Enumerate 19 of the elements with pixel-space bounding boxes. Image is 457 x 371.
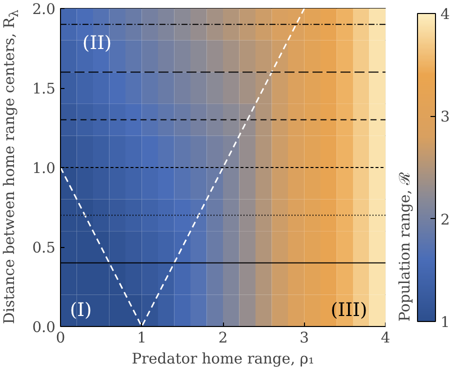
x-tick-label: 3 <box>300 330 309 346</box>
y-tick-label: 2.0 <box>32 1 56 18</box>
y-tick-label: 0.0 <box>32 319 56 336</box>
color-bar-label: 2 <box>440 211 450 228</box>
y-tick-label: 1.0 <box>32 160 56 177</box>
annotation: (II) <box>82 32 112 54</box>
annotation: (III) <box>330 300 368 322</box>
color-bar-label: 3 <box>440 108 450 126</box>
x-tick-label: 0 <box>56 330 66 346</box>
x-tick-label: 4 <box>380 330 390 346</box>
annotation: (I) <box>70 300 92 322</box>
x-tick-label: 2 <box>218 330 228 346</box>
color-bar-label: 4 <box>440 6 450 23</box>
color-bar-title: Population range, ℛ <box>396 172 414 322</box>
y-tick-label: 0.5 <box>32 240 56 256</box>
x-axis-title: Predator home range, ρ₁ <box>132 350 314 368</box>
y-tick-label: 1.5 <box>32 80 56 98</box>
x-tick-label: 1 <box>137 330 146 346</box>
color-bar-label: 1 <box>440 314 450 331</box>
